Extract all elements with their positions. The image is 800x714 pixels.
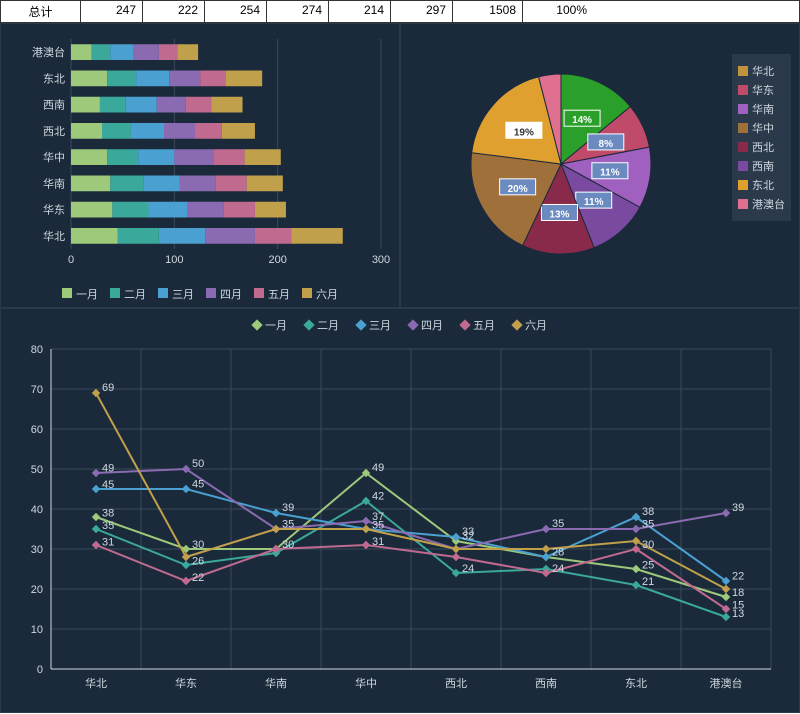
svg-text:45: 45	[192, 479, 204, 491]
svg-text:19%: 19%	[514, 127, 534, 138]
svg-text:200: 200	[268, 254, 286, 266]
svg-text:东北: 东北	[625, 677, 647, 690]
svg-text:华北: 华北	[85, 676, 107, 690]
cell: 1508	[453, 1, 523, 22]
svg-text:港澳台: 港澳台	[710, 676, 743, 690]
svg-text:35: 35	[642, 519, 654, 531]
line-chart-legend: 一月二月三月四月五月六月	[1, 317, 799, 333]
svg-text:东北: 东北	[43, 72, 65, 85]
svg-text:50: 50	[31, 464, 43, 476]
svg-text:21: 21	[642, 576, 654, 588]
svg-text:38: 38	[102, 508, 114, 520]
svg-text:35: 35	[372, 520, 384, 532]
svg-text:39: 39	[282, 502, 294, 514]
svg-text:11%: 11%	[584, 197, 604, 208]
svg-text:0: 0	[68, 254, 74, 266]
svg-text:华东: 华东	[175, 676, 197, 690]
cell: 222	[143, 1, 205, 22]
svg-text:49: 49	[372, 462, 384, 474]
svg-text:31: 31	[102, 537, 114, 549]
svg-text:25: 25	[642, 560, 654, 572]
svg-text:40: 40	[31, 504, 43, 516]
svg-text:西北: 西北	[43, 125, 65, 138]
svg-text:20%: 20%	[508, 184, 528, 195]
svg-text:69: 69	[102, 382, 114, 394]
svg-text:13: 13	[732, 608, 744, 620]
row-label: 总计	[1, 1, 81, 22]
bar-chart: 0 100 200 300 港澳台东北西南西北华中华南华东华北	[1, 24, 401, 279]
svg-text:8%: 8%	[599, 139, 614, 150]
svg-text:20: 20	[31, 584, 43, 596]
line-chart-panel: 一月二月三月四月五月六月 0 10 20 30 40 50 60 70 80 华北 华东 华南 华中 西北…	[0, 308, 800, 713]
svg-text:35: 35	[102, 520, 114, 532]
svg-text:华南: 华南	[43, 176, 65, 190]
bar-chart-legend: 一月二月三月四月五月六月	[1, 286, 399, 302]
svg-text:华北: 华北	[43, 229, 65, 243]
svg-text:32: 32	[462, 531, 474, 543]
svg-text:华中: 华中	[43, 150, 65, 164]
svg-text:35: 35	[282, 519, 294, 531]
cell: 100%	[523, 1, 593, 22]
svg-text:24: 24	[462, 563, 474, 575]
svg-text:30: 30	[642, 539, 654, 551]
svg-text:35: 35	[552, 518, 564, 530]
svg-text:11%: 11%	[600, 168, 620, 179]
svg-text:10: 10	[31, 624, 43, 636]
svg-text:26: 26	[192, 556, 204, 568]
svg-text:13%: 13%	[549, 209, 569, 220]
svg-text:50: 50	[192, 458, 204, 470]
cell: 214	[329, 1, 391, 22]
svg-text:西北: 西北	[445, 677, 467, 690]
svg-text:300: 300	[372, 254, 390, 266]
svg-text:39: 39	[732, 502, 744, 514]
svg-text:60: 60	[31, 424, 43, 436]
svg-text:30: 30	[282, 539, 294, 551]
svg-text:22: 22	[192, 572, 204, 584]
cell: 254	[205, 1, 267, 22]
svg-text:西南: 西南	[535, 677, 557, 690]
svg-text:24: 24	[552, 563, 564, 575]
svg-text:28: 28	[552, 547, 564, 559]
pie-chart-panel: 14% 8% 11% 11% 13% 20% 19% 华北华东华南华中西北西南东北港澳台	[400, 23, 800, 308]
bar-chart-panel: 0 100 200 300 港澳台东北西南西北华中华南华东华北 一月二月三月四月五月六月	[0, 23, 400, 308]
svg-text:22: 22	[732, 571, 744, 583]
svg-text:18: 18	[732, 587, 744, 599]
svg-text:42: 42	[372, 491, 384, 503]
svg-text:华南: 华南	[265, 676, 287, 690]
svg-text:38: 38	[642, 506, 654, 518]
svg-text:70: 70	[31, 384, 43, 396]
cell: 247	[81, 1, 143, 22]
svg-text:30: 30	[192, 539, 204, 551]
cell: 274	[267, 1, 329, 22]
svg-text:80: 80	[31, 344, 43, 356]
svg-text:西南: 西南	[43, 99, 65, 112]
line-chart: 0 10 20 30 40 50 60 70 80 华北 华东 华南 华中 西北 西南 东北 港澳台 69 49 45…	[1, 309, 800, 714]
svg-text:华中: 华中	[355, 676, 377, 690]
svg-text:49: 49	[102, 463, 114, 475]
svg-text:14%: 14%	[572, 115, 592, 126]
svg-text:0: 0	[37, 664, 43, 676]
svg-text:31: 31	[372, 536, 384, 548]
svg-text:华东: 华东	[43, 203, 65, 217]
svg-text:港澳台: 港澳台	[32, 45, 65, 59]
pie-chart-legend: 华北华东华南华中西北西南东北港澳台	[732, 54, 791, 221]
svg-text:100: 100	[165, 254, 183, 266]
svg-text:45: 45	[102, 479, 114, 491]
cell: 297	[391, 1, 453, 22]
totals-table-row: 总计 247 222 254 274 214 297 1508 100%	[0, 0, 800, 23]
svg-text:30: 30	[31, 544, 43, 556]
